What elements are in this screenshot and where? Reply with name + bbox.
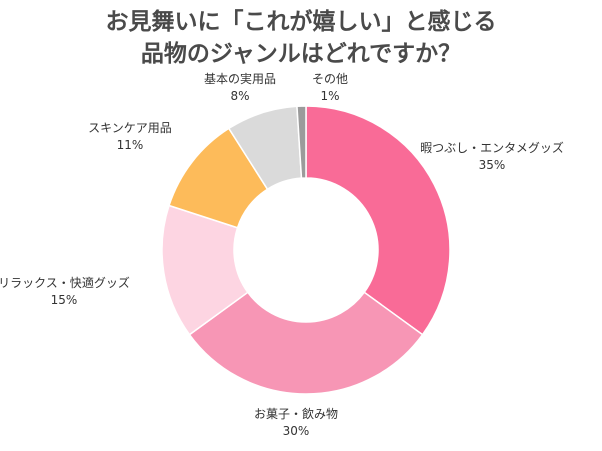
slice-label-value-4: 11% xyxy=(117,138,144,152)
donut-slice-6 xyxy=(296,105,307,179)
donut-slice-1 xyxy=(305,105,451,336)
slice-label-value-3: 15% xyxy=(51,293,78,307)
slice-label-value-5: 8% xyxy=(230,89,249,103)
slice-label-name-3: リラックス・快適グッズ xyxy=(0,275,130,290)
donut-slice-2 xyxy=(188,291,424,395)
slice-label-name-2: お菓子・飲み物 xyxy=(254,406,338,421)
slice-labels: 暇つぶし・エンタメグッズ 35% お菓子・飲み物 30% リラックス・快適グッズ 15% ス… xyxy=(0,71,564,438)
slice-label-name-4: スキンケア用品 xyxy=(88,121,172,135)
slice-label-value-6: 1% xyxy=(320,89,339,103)
donut-slices xyxy=(161,105,451,395)
chart-title: お見舞いに「これが嬉しい」と感じる 品物のジャンルはどれですか？ xyxy=(0,6,602,70)
chart-title-line-1: お見舞いに「これが嬉しい」と感じる xyxy=(105,9,497,35)
chart-title-line-2: 品物のジャンルはどれですか？ xyxy=(140,41,462,67)
slice-label-value-2: 30% xyxy=(283,424,310,438)
slice-label-value-1: 35% xyxy=(479,158,506,172)
slice-label-name-5: 基本の実用品 xyxy=(204,71,276,86)
slice-label-name-6: その他 xyxy=(312,72,348,86)
slice-label-name-1: 暇つぶし・エンタメグッズ xyxy=(420,140,564,155)
